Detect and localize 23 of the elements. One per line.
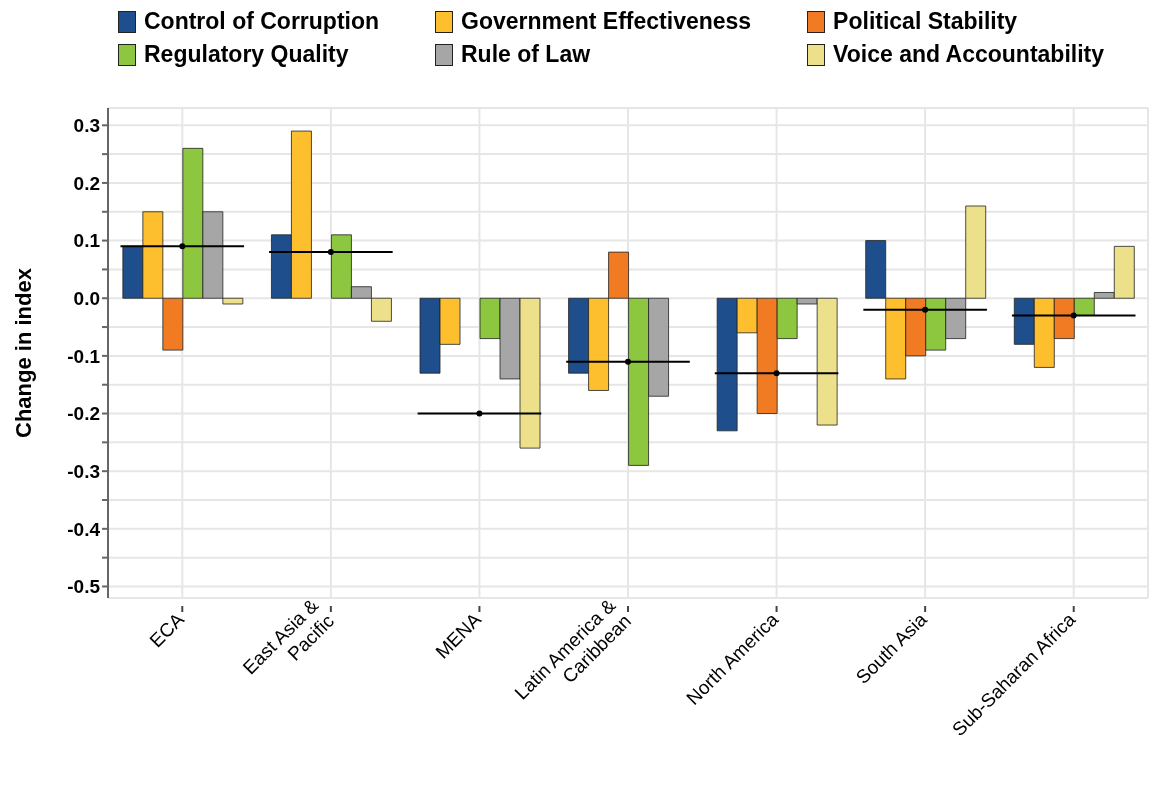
legend-label: Regulatory Quality (144, 41, 349, 68)
legend-label: Rule of Law (461, 41, 591, 68)
y-tick-label: 0.1 (73, 230, 101, 252)
point (625, 358, 631, 365)
y-tick-label: 0.0 (73, 287, 100, 309)
y-tick-label: -0.5 (67, 576, 101, 598)
point (327, 249, 334, 256)
y-tick-label: -0.4 (67, 518, 101, 540)
legend-label: Government Effectiveness (461, 8, 752, 35)
y-tick-label: 0.3 (73, 115, 100, 137)
point (476, 410, 483, 417)
y-tick-label: 0.2 (73, 172, 100, 194)
legend-label: Voice and Accountability (833, 41, 1105, 68)
legend-label: Control of Corruption (144, 8, 380, 35)
y-tick-label: -0.2 (67, 403, 100, 425)
point (922, 306, 929, 313)
y-tick-label: -0.3 (67, 460, 100, 482)
y-tick-label: -0.1 (67, 345, 101, 367)
point (773, 370, 780, 377)
point (1070, 312, 1077, 319)
legend-label: Political Stability (833, 8, 1018, 35)
y-axis-title: Change in index (10, 267, 36, 438)
point (179, 243, 186, 250)
